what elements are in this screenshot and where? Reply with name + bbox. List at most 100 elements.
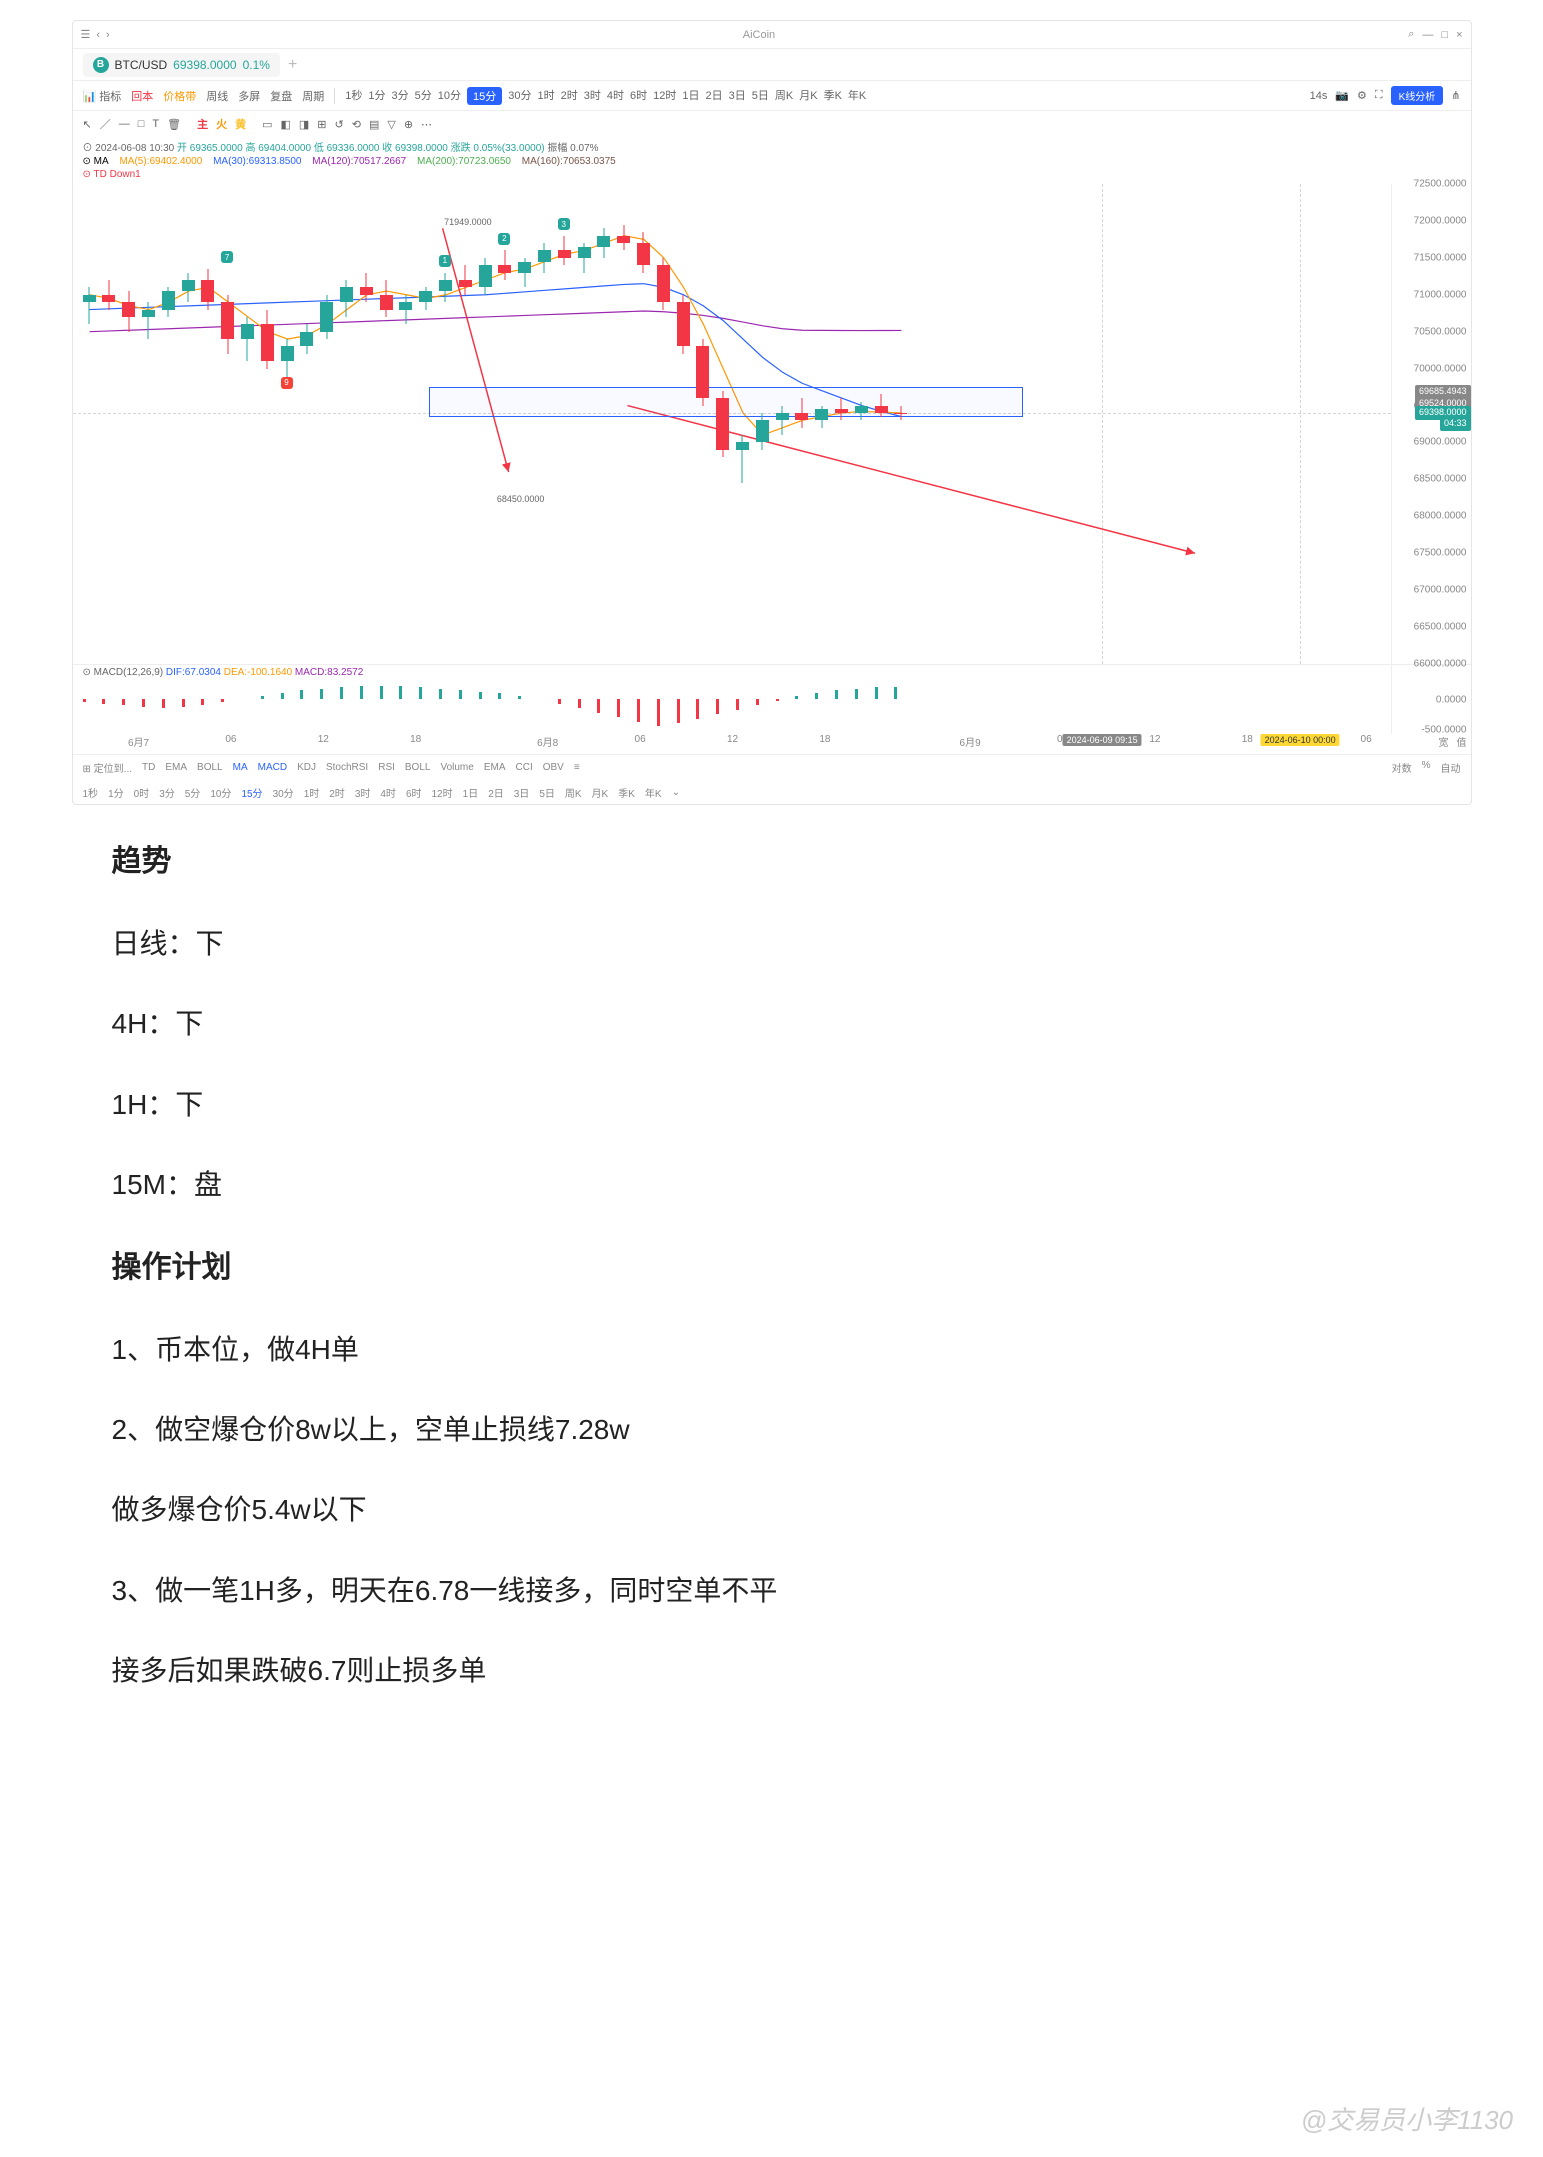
locate-button[interactable]: ⊞ 定位到... [83, 760, 133, 775]
fullscreen-icon[interactable]: ⛶ [1375, 89, 1383, 102]
ind-EMA[interactable]: EMA [484, 762, 506, 773]
hline-icon[interactable]: — [119, 118, 130, 130]
tf-1秒[interactable]: 1秒 [345, 87, 362, 105]
ind-RSI[interactable]: RSI [378, 762, 395, 773]
tf-5日[interactable]: 5日 [752, 87, 769, 105]
settings-icon[interactable]: ⚙ [1357, 89, 1367, 102]
close-icon[interactable]: × [1456, 29, 1462, 41]
btf-5日[interactable]: 5日 [539, 785, 555, 800]
dt-768-icon[interactable]: ▭ [262, 118, 272, 131]
ind-MA[interactable]: MA [233, 762, 248, 773]
tf-10分[interactable]: 10分 [438, 87, 461, 105]
tf-6时[interactable]: 6时 [630, 87, 647, 105]
tb-return[interactable]: 回本 [131, 88, 153, 104]
btf-3日[interactable]: 3日 [514, 785, 530, 800]
tf-2日[interactable]: 2日 [706, 87, 723, 105]
btf-月K[interactable]: 月K [592, 785, 609, 800]
xright-1[interactable]: 宽 [1439, 734, 1449, 749]
btf-1日[interactable]: 1日 [463, 785, 479, 800]
zoom-fire[interactable]: 火 [216, 116, 227, 132]
btf-2时[interactable]: 2时 [329, 785, 345, 800]
search-icon[interactable]: ⌕ [1408, 28, 1414, 41]
ind-CCI[interactable]: CCI [516, 762, 533, 773]
tf-4时[interactable]: 4时 [607, 87, 624, 105]
cursor-icon[interactable]: ↖ [83, 118, 92, 131]
zoom-main[interactable]: 主 [197, 116, 208, 132]
btf-1秒[interactable]: 1秒 [83, 785, 99, 800]
trash-icon[interactable]: 🗑 [167, 118, 181, 131]
chart-body[interactable]: 71949.000068450.000079123 72500.00007200… [73, 184, 1471, 664]
log-toggle[interactable]: 对数 [1392, 760, 1412, 775]
dt-773-icon[interactable]: ⟲ [352, 118, 361, 131]
tf-1分[interactable]: 1分 [368, 87, 385, 105]
tf-30分[interactable]: 30分 [508, 87, 531, 105]
dt-772-icon[interactable]: ↺ [335, 118, 344, 131]
ind-TD[interactable]: TD [142, 762, 155, 773]
ind-more-icon[interactable]: ≡ [574, 762, 580, 773]
btf-3时[interactable]: 3时 [355, 785, 371, 800]
tf-3时[interactable]: 3时 [584, 87, 601, 105]
text-icon[interactable]: T [152, 118, 159, 130]
btf-30分[interactable]: 30分 [273, 785, 294, 800]
analysis-button[interactable]: K线分析 [1391, 86, 1444, 105]
btf-3分[interactable]: 3分 [159, 785, 175, 800]
dt-771-icon[interactable]: ⊞ [317, 118, 326, 131]
tf-年K[interactable]: 年K [848, 87, 866, 105]
btf-1分[interactable]: 1分 [108, 785, 124, 800]
ind-StochRSI[interactable]: StochRSI [326, 762, 368, 773]
btf-12时[interactable]: 12时 [432, 785, 453, 800]
tf-2时[interactable]: 2时 [561, 87, 578, 105]
btf-4时[interactable]: 4时 [380, 785, 396, 800]
tb-multi[interactable]: 多屏 [238, 88, 260, 104]
tb-indicator[interactable]: 📊 指标 [83, 88, 122, 104]
minimize-icon[interactable]: — [1422, 29, 1433, 41]
tf-3分[interactable]: 3分 [392, 87, 409, 105]
line-icon[interactable]: ／ [100, 116, 111, 132]
ind-MACD[interactable]: MACD [258, 762, 287, 773]
btf-15分[interactable]: 15分 [241, 785, 262, 800]
tb-period[interactable]: 周期 [302, 88, 324, 104]
tf-3日[interactable]: 3日 [729, 87, 746, 105]
xright-2[interactable]: 值 [1457, 734, 1467, 749]
tf-季K[interactable]: 季K [824, 87, 842, 105]
macd-panel[interactable]: ⊙ MACD(12,26,9) DIF:67.0304 DEA:-100.164… [73, 664, 1471, 734]
price-plot[interactable]: 71949.000068450.000079123 [73, 184, 1391, 664]
btf-6时[interactable]: 6时 [406, 785, 422, 800]
camera-icon[interactable]: 📷 [1335, 89, 1349, 102]
btf-10分[interactable]: 10分 [210, 785, 231, 800]
btf-0时[interactable]: 0时 [134, 785, 150, 800]
filter-icon[interactable]: ▽ [387, 118, 395, 131]
x-axis[interactable]: 宽 值 6月70612186月80612186月9061218062024-06… [73, 734, 1471, 754]
dt-770-icon[interactable]: ◨ [299, 118, 309, 131]
pct-toggle[interactable]: % [1422, 760, 1431, 775]
tf-周K[interactable]: 周K [775, 87, 793, 105]
zoom-yellow[interactable]: 黄 [235, 116, 246, 132]
sq-icon[interactable]: □ [138, 118, 145, 130]
btf-季K[interactable]: 季K [618, 785, 635, 800]
ind-OBV[interactable]: OBV [543, 762, 564, 773]
tb-price[interactable]: 价格带 [163, 88, 196, 104]
back-icon[interactable]: ‹ [96, 29, 100, 41]
maximize-icon[interactable]: □ [1441, 29, 1448, 41]
symbol-tab[interactable]: B BTC/USD 69398.0000 0.1% [83, 53, 280, 77]
tf-1时[interactable]: 1时 [538, 87, 555, 105]
tb-week[interactable]: 周线 [206, 88, 228, 104]
ind-Volume[interactable]: Volume [440, 762, 473, 773]
btf-年K[interactable]: 年K [645, 785, 662, 800]
y-axis[interactable]: 72500.000072000.000071500.000071000.0000… [1391, 184, 1471, 664]
dt-776-icon[interactable]: ⊕ [404, 118, 413, 131]
tb-replay[interactable]: 复盘 [270, 88, 292, 104]
menu-icon[interactable]: ☰ [81, 28, 91, 41]
btf-5分[interactable]: 5分 [185, 785, 201, 800]
tf-15分[interactable]: 15分 [467, 87, 502, 105]
btf-周K[interactable]: 周K [565, 785, 582, 800]
dt-769-icon[interactable]: ◧ [280, 118, 290, 131]
tf-1日[interactable]: 1日 [682, 87, 699, 105]
tf-12时[interactable]: 12时 [653, 87, 676, 105]
ind-KDJ[interactable]: KDJ [297, 762, 316, 773]
auto-toggle[interactable]: 自动 [1441, 760, 1461, 775]
more-icon[interactable]: ⋯ [421, 118, 432, 131]
btf-1时[interactable]: 1时 [304, 785, 320, 800]
share-icon[interactable]: ⋔ [1451, 89, 1460, 102]
add-tab-icon[interactable]: + [288, 56, 297, 74]
